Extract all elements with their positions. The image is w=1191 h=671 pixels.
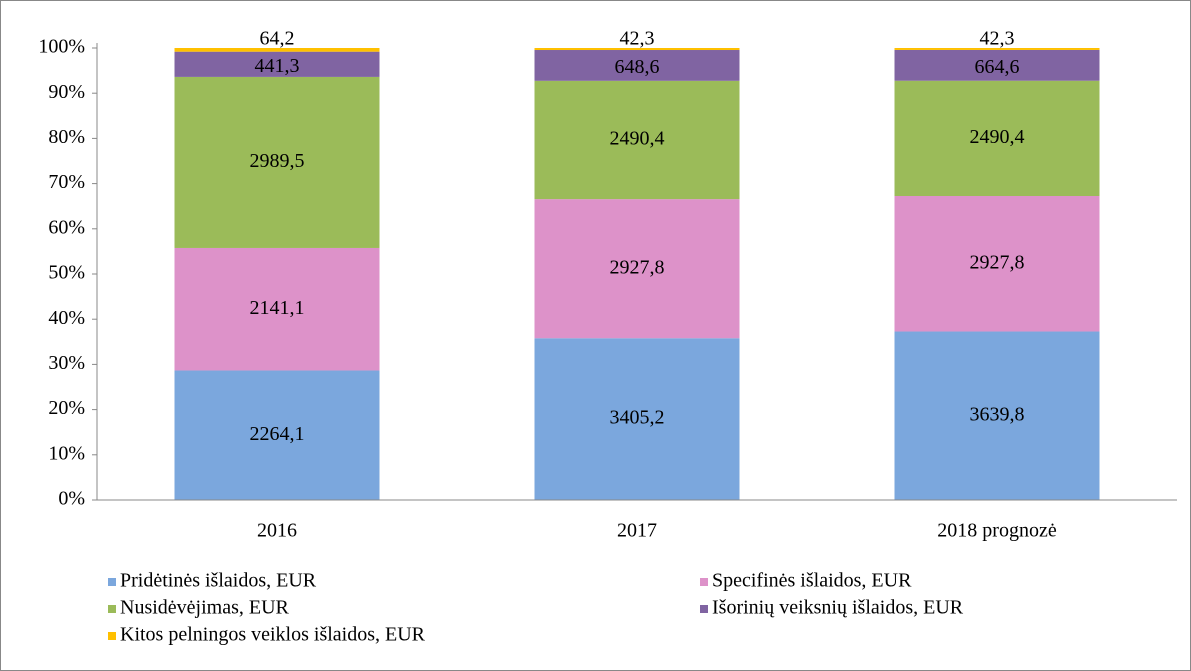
bar-segment [534, 199, 740, 339]
bar-segment [174, 76, 380, 248]
legend-swatch [108, 578, 116, 586]
y-tick-label: 50% [48, 262, 85, 284]
legend-label: Išorinių veiksnių išlaidos, EUR [712, 597, 964, 619]
x-tick-label: 2017 [617, 520, 657, 542]
y-tick-label: 80% [48, 126, 85, 148]
y-tick-label: 90% [48, 81, 85, 103]
bar-segment [534, 48, 740, 51]
x-tick-label: 2016 [257, 520, 297, 542]
bar-segment [174, 247, 380, 371]
data-label: 2927,8 [970, 251, 1025, 273]
legend-label: Nusidėvėjimas, EUR [120, 597, 290, 619]
y-tick-label: 20% [48, 397, 85, 419]
bar-segment [894, 49, 1100, 81]
y-tick-label: 0% [58, 488, 85, 510]
bar-segment [534, 50, 740, 81]
legend-label: Pridėtinės išlaidos, EUR [120, 570, 317, 592]
y-tick-label: 40% [48, 307, 85, 329]
bar-segment [534, 80, 740, 200]
bar-segment [174, 48, 380, 52]
data-label: 42,3 [620, 28, 655, 50]
bar-segment [174, 370, 380, 500]
y-tick-label: 70% [48, 171, 85, 193]
legend-label: Kitos pelningos veiklos išlaidos, EUR [120, 624, 426, 646]
y-tick-label: 100% [38, 36, 85, 58]
x-tick-label: 2018 prognozė [937, 520, 1057, 542]
data-label: 648,6 [615, 56, 660, 78]
data-label: 3639,8 [970, 403, 1025, 425]
legend-swatch [700, 578, 708, 586]
data-label: 664,6 [975, 56, 1020, 78]
y-tick-label: 60% [48, 216, 85, 238]
data-label: 2989,5 [250, 150, 305, 172]
bar-segment [894, 331, 1100, 500]
data-label: 441,3 [255, 55, 300, 77]
bar-segment [534, 338, 740, 500]
bar-segment [894, 80, 1100, 196]
legend-swatch [108, 605, 116, 613]
legend-swatch [700, 605, 708, 613]
y-tick-label: 10% [48, 442, 85, 464]
legend-swatch [108, 632, 116, 640]
data-label: 2141,1 [250, 297, 305, 319]
bar-segment [174, 51, 380, 77]
data-label: 64,2 [260, 28, 295, 50]
data-label: 2490,4 [610, 128, 665, 150]
data-label: 3405,2 [610, 407, 665, 429]
data-label: 2490,4 [970, 126, 1025, 148]
data-label: 2927,8 [610, 256, 665, 278]
bar-segment [894, 48, 1100, 50]
y-tick-label: 30% [48, 352, 85, 374]
bar-segment [894, 195, 1100, 332]
data-label: 42,3 [980, 28, 1015, 50]
data-label: 2264,1 [250, 423, 305, 445]
legend-label: Specifinės išlaidos, EUR [712, 570, 912, 592]
